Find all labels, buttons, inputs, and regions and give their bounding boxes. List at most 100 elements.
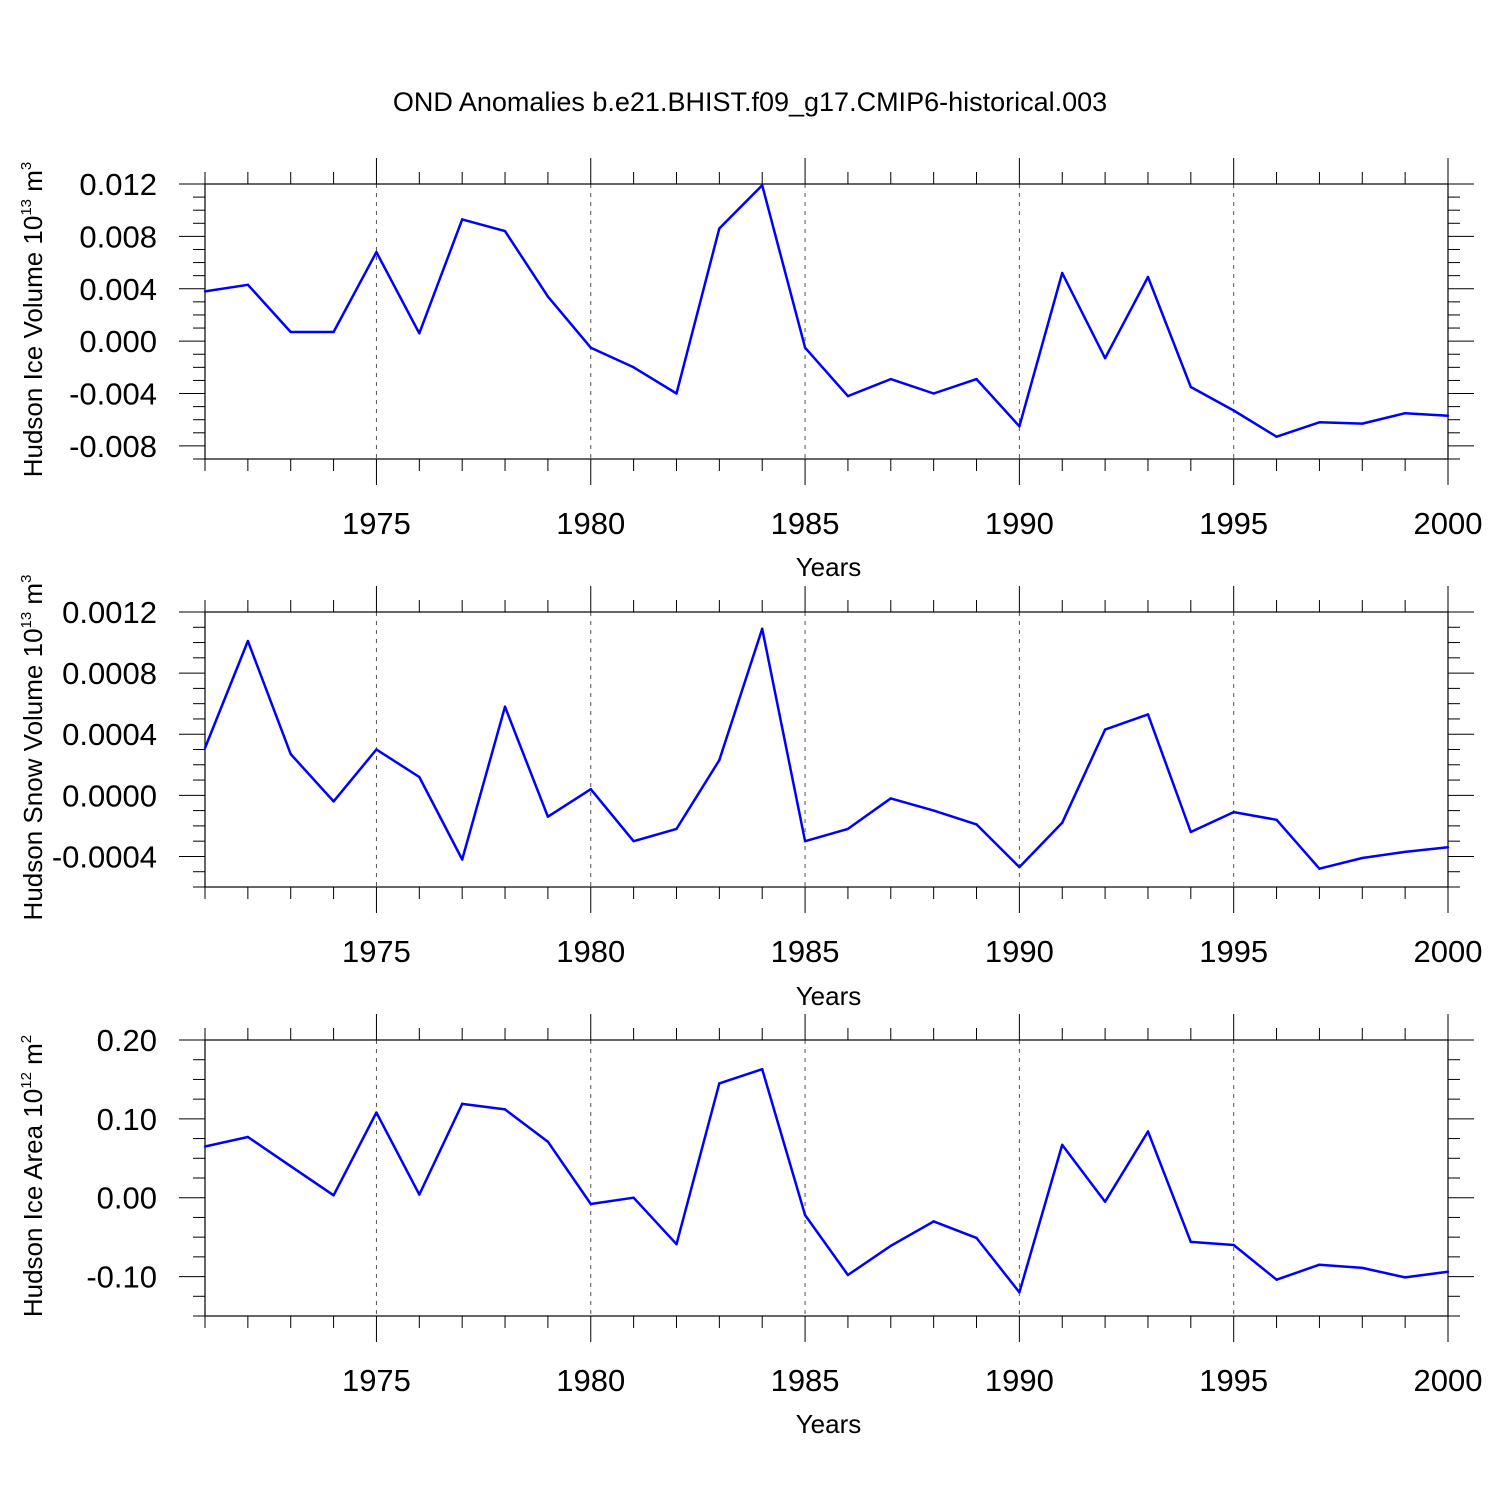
data-point — [975, 377, 978, 381]
data-point — [675, 827, 678, 831]
data-point — [1275, 1278, 1278, 1281]
data-point — [1146, 1130, 1150, 1133]
y-tick-label: 0.012 — [79, 167, 157, 202]
x-tick-label: 1975 — [342, 934, 411, 969]
data-point — [332, 330, 335, 334]
data-point — [1318, 867, 1321, 870]
data-point — [1446, 1270, 1450, 1274]
data-point — [1403, 850, 1407, 854]
x-tick-label: 1990 — [985, 934, 1054, 969]
y-axis-label: Hudson Snow Volume 1013 m3 — [18, 575, 48, 921]
data-point — [503, 705, 507, 708]
x-axis-label: Years — [796, 552, 862, 582]
x-axis-label: Years — [796, 1409, 862, 1439]
data-point — [761, 184, 764, 187]
y-axis-label-text: Hudson Ice Area 10 — [18, 1089, 48, 1317]
y-tick-label: 0.10 — [97, 1102, 157, 1137]
y-axis-label-text: m — [18, 170, 48, 199]
x-tick-label: 2000 — [1414, 1363, 1483, 1398]
data-point — [632, 1196, 635, 1199]
data-point — [932, 392, 935, 395]
data-point — [546, 815, 550, 818]
data-point — [803, 346, 807, 349]
data-point — [418, 775, 421, 779]
data-point — [1018, 425, 1021, 428]
data-point — [718, 1082, 721, 1085]
data-point — [1189, 830, 1193, 834]
x-tick-label: 1985 — [771, 934, 840, 969]
x-tick-label: 1980 — [556, 506, 625, 541]
data-point — [1318, 1263, 1321, 1266]
data-point — [503, 229, 507, 233]
data-point — [375, 250, 378, 254]
data-point — [1018, 1291, 1021, 1294]
y-tick-label: 0.00 — [97, 1181, 157, 1216]
data-point — [889, 1244, 892, 1248]
data-point — [589, 788, 592, 791]
y-tick-label: 0.004 — [79, 272, 157, 307]
y-tick-label: 0.000 — [79, 324, 157, 359]
data-point — [375, 1111, 378, 1114]
data-point — [1018, 865, 1021, 869]
data-point — [1446, 414, 1450, 417]
chart-panel-1: 1975 1980 1985 1990 1995 2000 -0.008 -0.004 0.00… — [18, 158, 1482, 582]
y-axis-label-exponent: 3 — [18, 575, 35, 583]
data-point — [846, 1273, 850, 1277]
data-point — [289, 330, 292, 334]
data-point — [932, 809, 935, 812]
data-point — [1318, 421, 1321, 424]
x-tick-label: 1995 — [1199, 1363, 1268, 1398]
y-tick-label: -0.004 — [69, 377, 157, 412]
x-tick-label: 1990 — [985, 506, 1054, 541]
data-point — [460, 218, 464, 221]
x-axis-label: Years — [796, 981, 862, 1011]
data-point — [460, 1102, 464, 1106]
data-point — [1103, 728, 1107, 731]
data-point — [675, 1243, 678, 1246]
x-tick-label: 1975 — [342, 506, 411, 541]
data-point — [203, 746, 207, 750]
y-tick-label: -0.0004 — [52, 839, 157, 874]
y-tick-label: 0.0000 — [62, 778, 157, 813]
data-point — [375, 748, 378, 751]
y-tick-label: -0.008 — [69, 429, 157, 464]
data-point — [1232, 1243, 1235, 1247]
data-point — [1361, 856, 1364, 860]
data-point — [1403, 1276, 1407, 1279]
y-axis-label: Hudson Ice Volume 1013 m3 — [18, 162, 48, 478]
data-point — [503, 1108, 507, 1111]
y-tick-label: 0.0004 — [62, 717, 157, 752]
data-point — [589, 1202, 592, 1206]
x-tick-label: 1985 — [771, 1363, 840, 1398]
data-point — [203, 290, 207, 293]
y-tick-label: 0.0008 — [62, 656, 157, 691]
series-line — [204, 184, 1449, 438]
data-point — [1189, 1240, 1193, 1244]
data-point — [761, 627, 764, 631]
data-point — [1275, 435, 1278, 438]
data-point — [418, 1193, 421, 1196]
y-axis-label-text: Hudson Ice Volume 10 — [18, 216, 48, 478]
data-point — [632, 839, 635, 843]
data-point — [803, 1213, 807, 1217]
data-point — [1061, 821, 1064, 825]
x-tick-label: 1995 — [1199, 934, 1268, 969]
y-tick-label: 0.008 — [79, 219, 157, 254]
data-point — [332, 1194, 335, 1197]
data-point — [332, 800, 335, 803]
y-tick-label: 0.0012 — [62, 595, 157, 630]
data-point — [1403, 411, 1407, 415]
data-point — [932, 1220, 935, 1223]
data-point — [1275, 818, 1278, 821]
y-axis-label-exponent: 2 — [18, 1035, 35, 1043]
data-point — [846, 827, 850, 831]
y-axis-label-text: m — [18, 583, 48, 612]
data-point — [632, 366, 635, 369]
x-tick-label: 1995 — [1199, 506, 1268, 541]
data-point — [1061, 271, 1064, 275]
data-point — [718, 758, 721, 762]
data-point — [1361, 1266, 1364, 1270]
data-point — [1146, 713, 1150, 716]
data-point — [546, 295, 550, 298]
